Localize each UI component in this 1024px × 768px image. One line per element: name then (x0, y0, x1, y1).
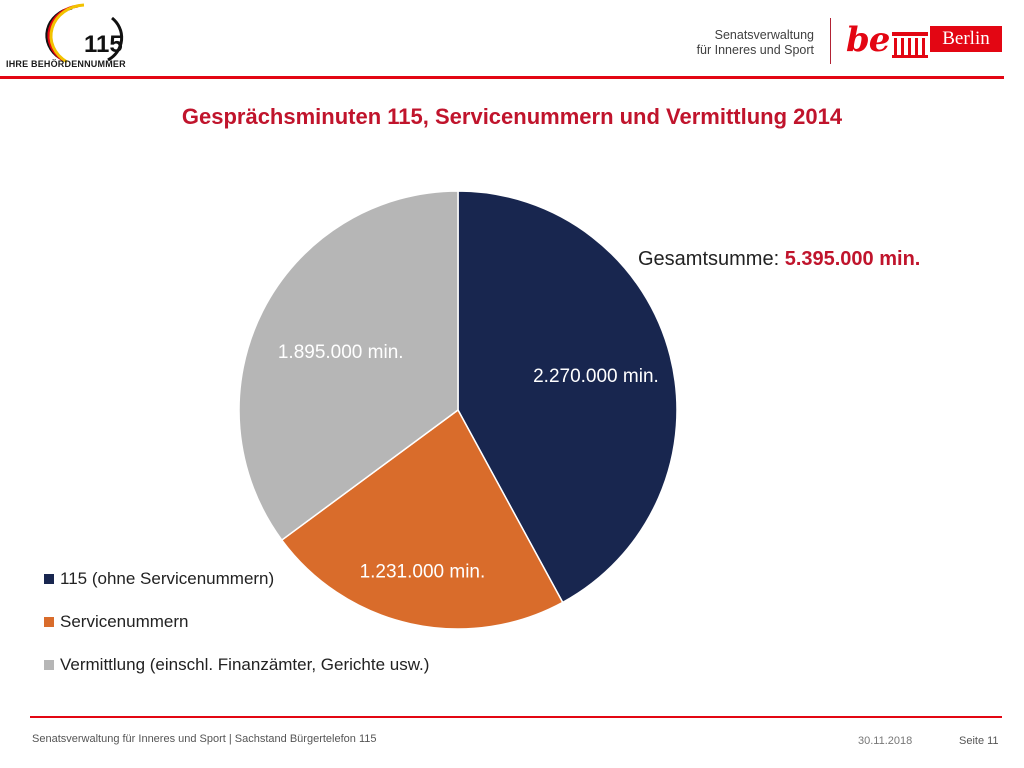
legend-label-115: 115 (ohne Servicenummern) (60, 569, 275, 588)
be-logo-text: be (846, 20, 890, 60)
footer-page-number: Seite 11 (959, 735, 999, 747)
logo-115-number: 115 (84, 31, 123, 58)
legend-item-115: 115 (ohne Servicenummern) (44, 568, 434, 590)
footer-rule (30, 716, 1002, 718)
logo-115: 115 IHRE BEHÖRDENNUMMER (0, 0, 150, 72)
total-label: Gesamtsumme: (638, 248, 785, 270)
be-berlin-logo: be Berlin (846, 20, 1004, 66)
footer-date: 30.11.2018 (858, 735, 913, 747)
senat-label: Senatsverwaltung für Inneres und Sport (697, 28, 814, 58)
total-sum: Gesamtsumme: 5.395.000 min. (638, 248, 920, 271)
footer-text: Senatsverwaltung für Inneres und Sport |… (32, 733, 377, 745)
senat-line-1: Senatsverwaltung (714, 28, 814, 42)
pie-slice-servicenummern (280, 408, 564, 630)
header-rule (0, 76, 1004, 79)
senat-line-2: für Inneres und Sport (696, 43, 814, 57)
legend-swatch-vermittlung (44, 660, 54, 670)
logo-115-graphic: 115 (45, 3, 124, 64)
legend-item-vermittlung: Vermittlung (einschl. Finanzämter, Geric… (44, 654, 434, 676)
pie-slice-115 (457, 190, 678, 604)
legend-swatch-servicenummern (44, 617, 54, 627)
legend-item-servicenummern: Servicenummern (44, 611, 434, 633)
logo-115-caption: IHRE BEHÖRDENNUMMER (6, 59, 126, 69)
pie-label-vermittlung: 1.895.000 min. (278, 342, 404, 363)
legend: 115 (ohne Servicenummern) Servicenummern… (44, 568, 434, 697)
legend-swatch-115 (44, 574, 54, 584)
pie-slice-vermittlung (238, 190, 459, 542)
header-divider (830, 18, 831, 64)
brandenburg-gate-icon (892, 32, 928, 58)
legend-label-vermittlung: Vermittlung (einschl. Finanzämter, Geric… (60, 655, 430, 674)
pie-label-115: 2.270.000 min. (533, 366, 659, 387)
berlin-box: Berlin (930, 26, 1002, 52)
page-title: Gesprächsminuten 115, Servicenummern und… (181, 104, 843, 129)
total-value: 5.395.000 min. (784, 248, 921, 270)
pie-label-servicenummern: 1.231.000 min. (360, 561, 486, 582)
legend-label-servicenummern: Servicenummern (60, 612, 189, 631)
